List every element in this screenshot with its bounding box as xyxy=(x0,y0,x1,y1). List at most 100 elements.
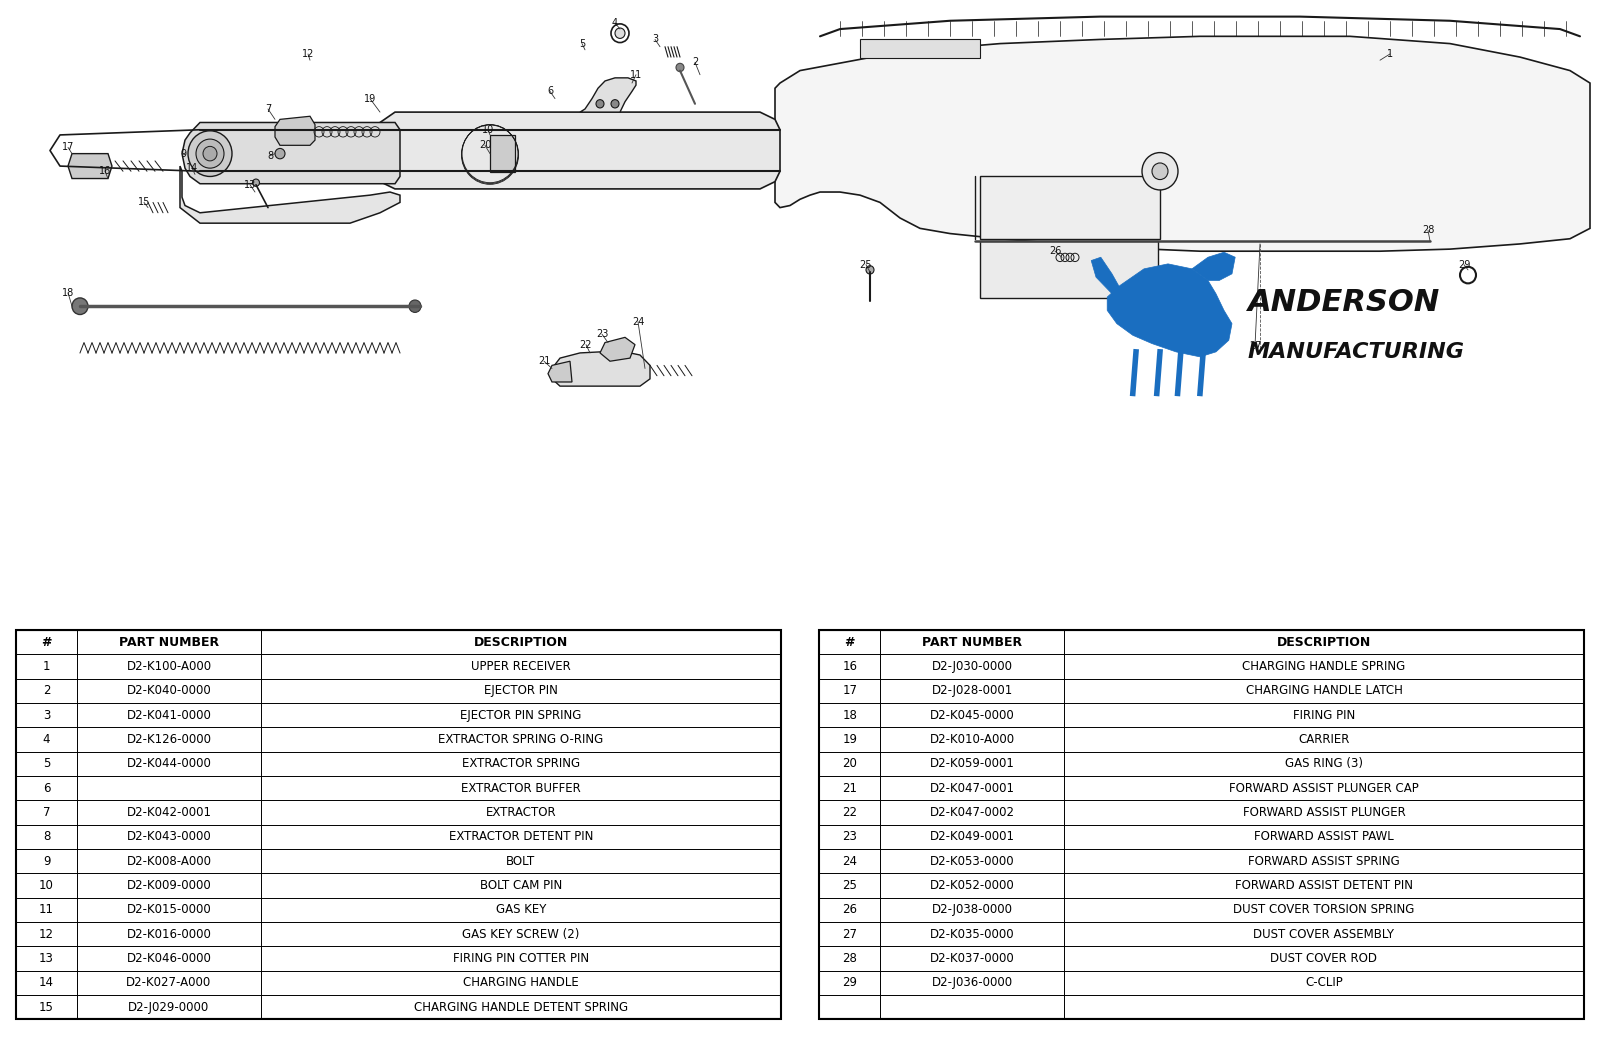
Text: 27: 27 xyxy=(1248,340,1261,351)
Text: D2-K041-0000: D2-K041-0000 xyxy=(126,709,211,721)
Polygon shape xyxy=(1091,257,1123,302)
Text: PART NUMBER: PART NUMBER xyxy=(922,635,1022,649)
Text: GAS KEY SCREW (2): GAS KEY SCREW (2) xyxy=(462,928,579,940)
Text: D2-K043-0000: D2-K043-0000 xyxy=(126,830,211,843)
Text: 12: 12 xyxy=(302,49,314,59)
Text: D2-K037-0000: D2-K037-0000 xyxy=(930,952,1014,965)
Text: CHARGING HANDLE: CHARGING HANDLE xyxy=(462,977,579,989)
Text: D2-K046-0000: D2-K046-0000 xyxy=(126,952,211,965)
Text: DUST COVER ROD: DUST COVER ROD xyxy=(1270,952,1378,965)
Text: 3: 3 xyxy=(651,34,658,45)
Text: 26: 26 xyxy=(842,903,858,917)
Text: EJECTOR PIN SPRING: EJECTOR PIN SPRING xyxy=(461,709,581,721)
Polygon shape xyxy=(774,36,1590,251)
Text: D2-K049-0001: D2-K049-0001 xyxy=(930,830,1014,843)
Polygon shape xyxy=(552,351,650,386)
Text: D2-K047-0001: D2-K047-0001 xyxy=(930,782,1014,795)
Circle shape xyxy=(275,148,285,159)
Polygon shape xyxy=(1192,252,1235,280)
Text: FORWARD ASSIST SPRING: FORWARD ASSIST SPRING xyxy=(1248,854,1400,868)
Text: 22: 22 xyxy=(579,339,592,350)
Text: D2-J038-0000: D2-J038-0000 xyxy=(931,903,1013,917)
Text: 23: 23 xyxy=(595,329,608,339)
Text: 17: 17 xyxy=(62,142,74,153)
Text: 17: 17 xyxy=(842,684,858,698)
Text: UPPER RECEIVER: UPPER RECEIVER xyxy=(470,660,571,673)
Text: CHARGING HANDLE SPRING: CHARGING HANDLE SPRING xyxy=(1242,660,1405,673)
Polygon shape xyxy=(275,116,315,145)
Text: EXTRACTOR SPRING: EXTRACTOR SPRING xyxy=(462,758,579,770)
Text: D2-J029-0000: D2-J029-0000 xyxy=(128,1001,210,1014)
Text: D2-K010-A000: D2-K010-A000 xyxy=(930,733,1014,746)
Text: 19: 19 xyxy=(842,733,858,746)
Circle shape xyxy=(195,139,224,168)
Text: EXTRACTOR BUFFER: EXTRACTOR BUFFER xyxy=(461,782,581,795)
Text: 12: 12 xyxy=(38,928,54,940)
Text: 8: 8 xyxy=(267,151,274,161)
Text: 28: 28 xyxy=(842,952,858,965)
Polygon shape xyxy=(579,78,637,112)
Text: D2-K047-0002: D2-K047-0002 xyxy=(930,807,1014,819)
Circle shape xyxy=(614,28,626,38)
Text: 11: 11 xyxy=(38,903,54,917)
Text: 18: 18 xyxy=(842,709,858,721)
Text: 7: 7 xyxy=(43,807,50,819)
Text: 14: 14 xyxy=(186,163,198,173)
Text: DUST COVER TORSION SPRING: DUST COVER TORSION SPRING xyxy=(1234,903,1414,917)
Polygon shape xyxy=(179,166,400,223)
Text: D2-K052-0000: D2-K052-0000 xyxy=(930,879,1014,892)
Text: 24: 24 xyxy=(632,317,645,327)
Text: 28: 28 xyxy=(1422,225,1434,236)
Text: 22: 22 xyxy=(842,807,858,819)
Text: D2-K009-0000: D2-K009-0000 xyxy=(126,879,211,892)
Circle shape xyxy=(1152,163,1168,180)
Text: 6: 6 xyxy=(547,86,554,97)
Text: D2-K100-A000: D2-K100-A000 xyxy=(126,660,211,673)
Text: 9: 9 xyxy=(43,854,50,868)
Text: EXTRACTOR SPRING O-RING: EXTRACTOR SPRING O-RING xyxy=(438,733,603,746)
Text: #: # xyxy=(42,635,51,649)
Text: 3: 3 xyxy=(43,709,50,721)
Text: D2-K035-0000: D2-K035-0000 xyxy=(930,928,1014,940)
Text: 29: 29 xyxy=(842,977,858,989)
Text: 11: 11 xyxy=(630,70,642,80)
Text: BOLT: BOLT xyxy=(506,854,536,868)
Text: 16: 16 xyxy=(842,660,858,673)
Text: 20: 20 xyxy=(842,758,858,770)
Polygon shape xyxy=(182,122,400,184)
Text: DESCRIPTION: DESCRIPTION xyxy=(1277,635,1371,649)
Text: 10: 10 xyxy=(38,879,54,892)
Polygon shape xyxy=(1107,264,1232,357)
Polygon shape xyxy=(547,361,573,382)
Text: GAS KEY: GAS KEY xyxy=(496,903,546,917)
Text: 13: 13 xyxy=(38,952,54,965)
Text: 5: 5 xyxy=(43,758,50,770)
Text: MANUFACTURING: MANUFACTURING xyxy=(1248,342,1466,362)
Text: 16: 16 xyxy=(99,166,110,176)
Text: 24: 24 xyxy=(842,854,858,868)
Text: 6: 6 xyxy=(43,782,50,795)
Text: FIRING PIN COTTER PIN: FIRING PIN COTTER PIN xyxy=(453,952,589,965)
Text: 10: 10 xyxy=(482,125,494,135)
Circle shape xyxy=(866,266,874,274)
Text: 23: 23 xyxy=(842,830,858,843)
Text: ANDERSON: ANDERSON xyxy=(1248,288,1440,317)
Circle shape xyxy=(611,100,619,108)
Text: 1: 1 xyxy=(43,660,50,673)
Text: 25: 25 xyxy=(859,260,872,270)
Circle shape xyxy=(253,179,259,187)
Text: D2-J036-0000: D2-J036-0000 xyxy=(931,977,1013,989)
Text: EXTRACTOR: EXTRACTOR xyxy=(485,807,557,819)
Text: FORWARD ASSIST PLUNGER: FORWARD ASSIST PLUNGER xyxy=(1243,807,1405,819)
Text: D2-K045-0000: D2-K045-0000 xyxy=(930,709,1014,721)
Polygon shape xyxy=(67,154,112,179)
Text: D2-K027-A000: D2-K027-A000 xyxy=(126,977,211,989)
Text: 19: 19 xyxy=(363,93,376,104)
Text: D2-K059-0001: D2-K059-0001 xyxy=(930,758,1014,770)
Text: 8: 8 xyxy=(43,830,50,843)
Bar xyxy=(979,176,1160,239)
Text: 2: 2 xyxy=(691,57,698,67)
Text: EXTRACTOR DETENT PIN: EXTRACTOR DETENT PIN xyxy=(448,830,594,843)
Text: 4: 4 xyxy=(43,733,50,746)
Text: 15: 15 xyxy=(38,1001,54,1014)
